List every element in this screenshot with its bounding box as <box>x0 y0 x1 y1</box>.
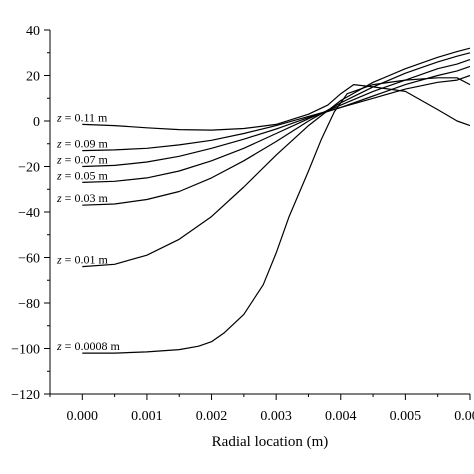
series-line-3 <box>82 65 471 168</box>
series-line-4 <box>82 59 471 183</box>
series-label-2: z = 0.09 m <box>56 137 108 151</box>
y-tick-label: −40 <box>18 206 40 221</box>
y-tick-label: −80 <box>18 297 40 312</box>
series-label-3: z = 0.07 m <box>56 153 108 167</box>
series-label-4: z = 0.05 m <box>56 168 108 182</box>
y-tick-label: −60 <box>18 252 40 267</box>
x-tick-label: 0.003 <box>260 409 292 424</box>
series-labels: z = 0.11 m z = 0.09 m z = 0.07 mz = 0.05 m… <box>56 110 120 353</box>
series-label-6: z = 0.01 m <box>56 253 108 267</box>
series-line-5 <box>82 52 471 206</box>
series-line-7 <box>82 77 471 354</box>
series-group <box>82 47 471 354</box>
y-tick-label: 40 <box>26 24 40 39</box>
series-line-6 <box>82 47 471 268</box>
x-tick-label: 0.002 <box>196 409 228 424</box>
series-label-5: z = 0.03 m <box>56 191 108 205</box>
y-tick-label: −120 <box>11 388 40 403</box>
series-line-1 <box>82 84 471 131</box>
y-tick-label: 20 <box>26 70 40 85</box>
x-tick-label: 0.000 <box>67 409 99 424</box>
x-tick-label: 0.001 <box>131 409 163 424</box>
series-label-7: z = 0.0008 m <box>56 339 120 353</box>
x-axis-label: Radial location (m) <box>212 434 329 450</box>
y-tick-label: −100 <box>11 343 40 358</box>
y-tick-label: 0 <box>33 115 40 130</box>
series-line-2 <box>82 74 471 152</box>
x-tick-label: 0.004 <box>325 409 357 424</box>
x-ticks: 0.000 0.001 0.002 0.003 0.004 0.005 0.006 <box>49 394 474 424</box>
y-ticks: 40 20 0 −20 −40 −60 −80 −100 −120 <box>11 24 50 403</box>
y-tick-label: −20 <box>18 161 40 176</box>
x-tick-label: 0.006 <box>454 409 474 424</box>
series-label-1: z = 0.11 m <box>56 110 108 124</box>
x-tick-label: 0.005 <box>390 409 422 424</box>
